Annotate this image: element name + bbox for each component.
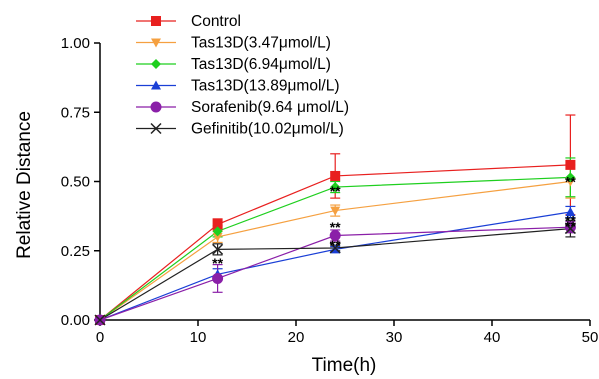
legend-item: Tas13D(3.47μmol/L) [136, 35, 331, 52]
significance-label: ** [565, 212, 576, 228]
x-marker-stroke [329, 242, 341, 254]
series-line-5 [99, 226, 571, 321]
data-point [564, 221, 576, 233]
y-tick-label: 1.00 [61, 35, 90, 52]
legend-label: Control [191, 13, 241, 30]
significance-label: ** [330, 237, 341, 253]
legend: Control Tas13D(3.47μmol/L) Tas13D(6.94μmol… [136, 13, 349, 138]
x-tick-label: 10 [190, 329, 207, 346]
significance-annotations: ************** [212, 174, 576, 272]
x-tick-label: 40 [484, 329, 501, 346]
x-tick-label: 0 [96, 329, 104, 346]
legend-label: Sorafenib(9.64 μmol/L) [191, 99, 349, 116]
x-marker-stroke [212, 243, 224, 255]
series-line-2 [99, 180, 571, 321]
legend-marker [151, 38, 161, 48]
data-point [212, 232, 223, 242]
data-point [565, 206, 576, 216]
y-axis-title: Relative Distance [14, 111, 35, 259]
data-point [212, 219, 223, 230]
significance-label: ** [330, 183, 341, 199]
data-point [329, 242, 341, 254]
data-point [330, 182, 341, 193]
data-point [565, 159, 576, 170]
x-tick-label: 30 [386, 329, 403, 346]
data-point [565, 172, 576, 183]
legend-item: Control [136, 13, 241, 30]
legend-label: Tas13D(6.94μmol/L) [191, 56, 331, 73]
series-lines [99, 164, 571, 321]
significance-label: ** [212, 255, 223, 271]
axes: 0 10 20 30 40 50 0.00 0.25 0.50 0.75 1.00 [61, 35, 599, 346]
significance-label: ** [330, 219, 341, 235]
legend-marker [151, 80, 161, 90]
legend-marker [151, 59, 161, 69]
data-point [212, 226, 223, 237]
y-tick-label: 0.00 [61, 312, 90, 329]
y-tick-label: 0.75 [61, 104, 90, 121]
y-tick-label: 0.50 [61, 174, 90, 191]
series-line-3 [99, 176, 571, 321]
x-tick-label: 20 [288, 329, 305, 346]
data-point [564, 223, 576, 235]
legend-label: Tas13D(13.89μmol/L) [191, 78, 340, 95]
x-marker-stroke [150, 122, 162, 135]
data-point [329, 230, 341, 242]
data-point [330, 206, 341, 216]
legend-item: Gefinitib(10.02μmol/L) [136, 121, 344, 138]
legend-marker [150, 101, 162, 113]
legend-marker [150, 122, 162, 135]
y-tick-label: 0.25 [61, 243, 90, 260]
series-line-1 [99, 164, 571, 321]
x-marker-stroke [94, 314, 106, 326]
legend-item: Tas13D(13.89μmol/L) [136, 78, 340, 95]
legend-label: Tas13D(3.47μmol/L) [191, 35, 331, 52]
data-point [212, 243, 224, 255]
legend-item: Tas13D(6.94μmol/L) [136, 56, 331, 73]
legend-marker [151, 16, 161, 26]
series-line-6 [99, 227, 571, 321]
data-point [94, 314, 106, 326]
series-line-4 [99, 211, 571, 321]
data-point [212, 272, 224, 284]
x-marker-stroke [564, 223, 576, 235]
significance-label: ** [565, 174, 576, 190]
significance-label: ** [565, 218, 576, 234]
legend-label: Gefinitib(10.02μmol/L) [191, 121, 344, 138]
series-markers [94, 159, 576, 326]
x-axis-title: Time(h) [312, 355, 377, 376]
legend-item: Sorafenib(9.64 μmol/L) [136, 99, 349, 116]
data-point [330, 170, 341, 181]
x-tick-label: 50 [582, 329, 599, 346]
